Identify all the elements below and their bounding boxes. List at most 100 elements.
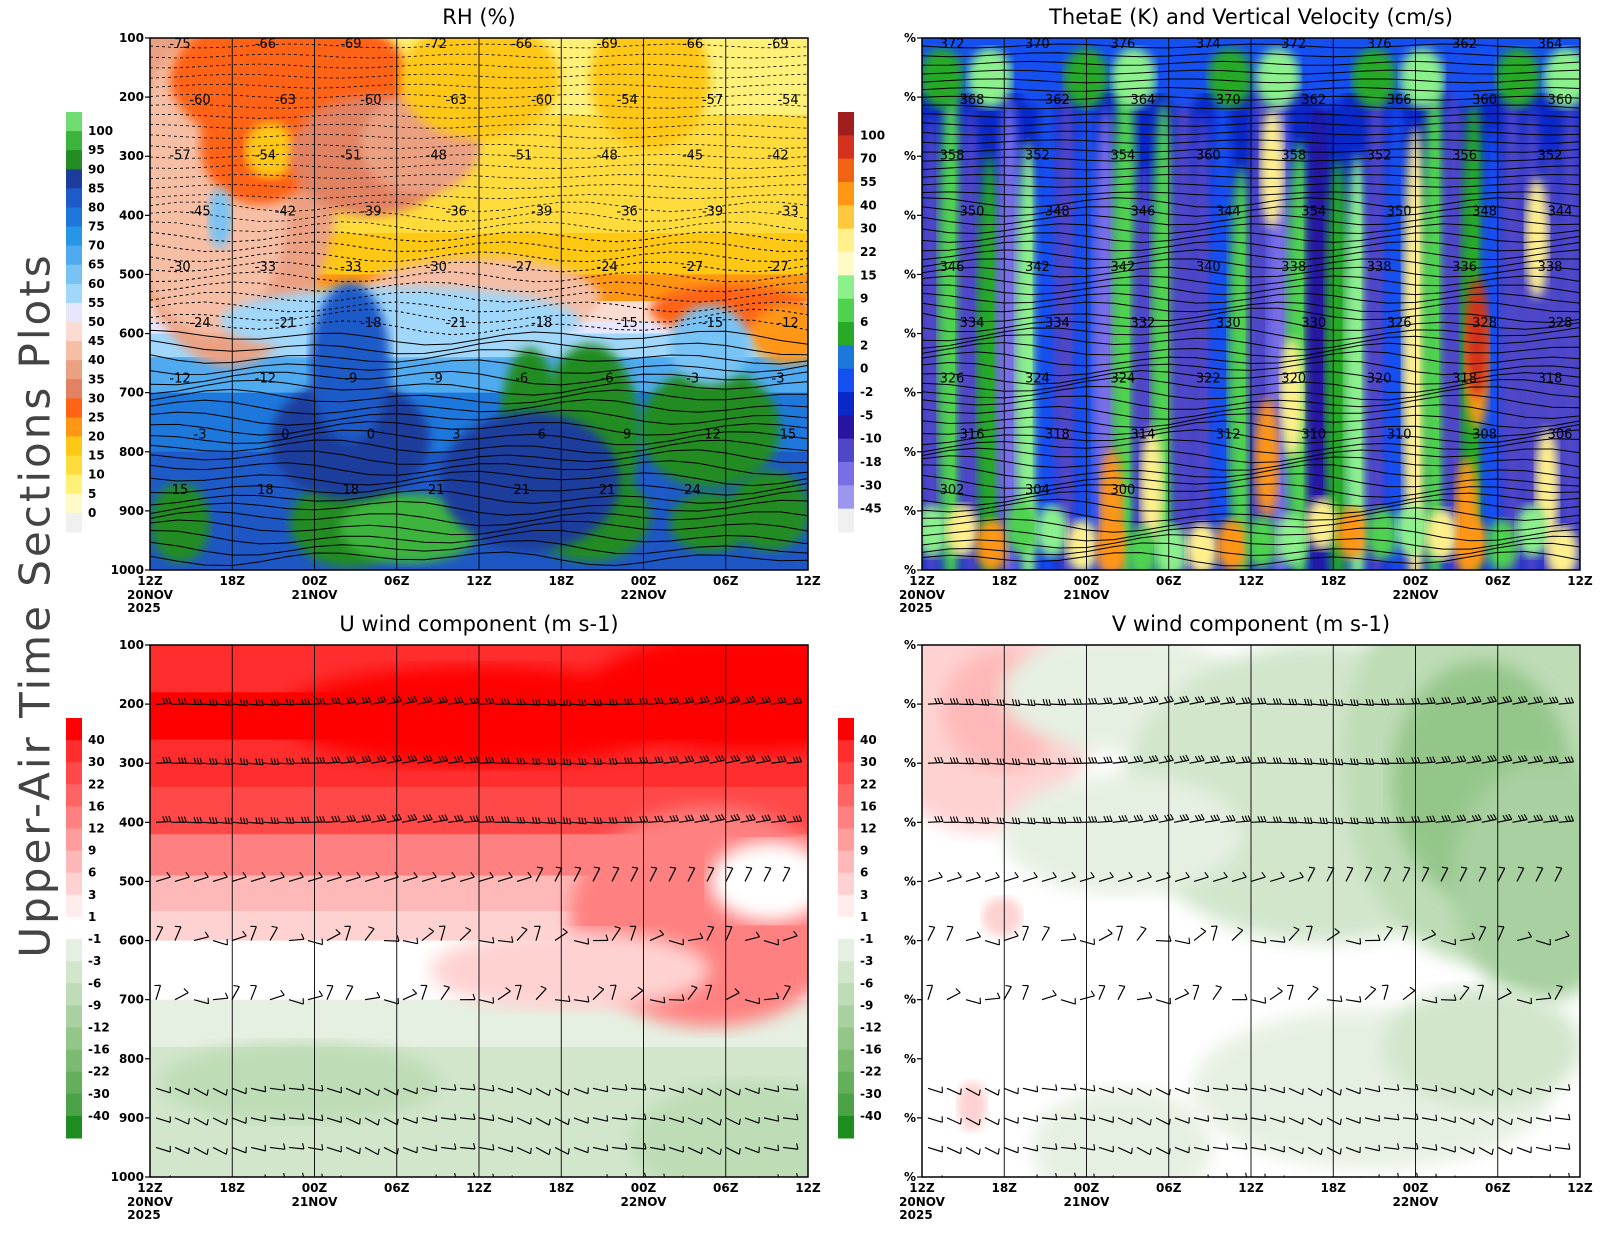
wind-barb-feather [1207, 1174, 1209, 1177]
wind-barb-feather [1397, 1172, 1400, 1177]
wind-barb [687, 1117, 702, 1125]
colorbar-level-label: 2 [860, 338, 868, 352]
wind-barb [1516, 867, 1525, 882]
wind-barb-feather [382, 755, 387, 761]
wind-barb [535, 988, 547, 1001]
wind-barb-feather [1322, 699, 1326, 706]
contour-line [150, 73, 808, 79]
wind-barb-feather [1520, 696, 1525, 703]
wind-barb-feather [684, 697, 689, 703]
wind-barb-feather [782, 696, 787, 703]
wind-barb [1402, 990, 1416, 1001]
wind-barb-feather [1491, 1089, 1494, 1096]
wind-barb-feather [1011, 758, 1015, 765]
wind-barb-feather [376, 991, 381, 998]
wind-barb-feather [1090, 990, 1095, 997]
wind-barb-feather [949, 698, 953, 705]
wind-barb-feather [1411, 698, 1415, 705]
contour-label: -48 [597, 149, 618, 164]
x-tick-label: 00Z [302, 574, 328, 588]
wind-barb-feather [1523, 754, 1528, 761]
wind-barb-feather [707, 866, 714, 869]
wind-barb [421, 930, 435, 942]
wind-barb-feather [1416, 1083, 1419, 1091]
wind-barb-feather [1353, 817, 1356, 824]
colorbar-level-label: -45 [860, 502, 882, 516]
wind-barb [212, 939, 228, 946]
wind-barb-feather [1244, 815, 1249, 822]
wind-barb-feather [996, 758, 1000, 765]
wind-barb-feather [660, 815, 664, 822]
wind-barb [1343, 821, 1359, 825]
wind-barb-feather [527, 871, 532, 878]
wind-barb [958, 762, 974, 765]
wind-barb-feather [999, 817, 1003, 824]
wind-barb [927, 1087, 943, 1094]
wind-barb-feather [611, 757, 615, 764]
colorbar-swatch [66, 1005, 82, 1028]
wind-barb [440, 1087, 456, 1091]
wind-barb [668, 939, 684, 946]
wind-barb-feather [1128, 871, 1133, 878]
wind-barb [1421, 933, 1436, 942]
wind-barb-feather [1045, 758, 1049, 765]
colorbar-swatch [66, 474, 82, 495]
wind-barb [345, 1117, 360, 1125]
contour-label: 326 [1387, 316, 1412, 331]
wind-barb [984, 997, 1000, 1001]
wind-barb-feather [777, 815, 781, 822]
field-shading [1255, 398, 1279, 518]
wind-barb-feather [270, 698, 274, 705]
wind-barb-feather [1074, 1083, 1077, 1091]
wind-barb-feather [1079, 757, 1082, 764]
wind-barb [263, 821, 279, 825]
wind-barb [231, 986, 240, 1000]
wind-barb [1003, 935, 1019, 942]
wind-barb-feather [227, 758, 231, 765]
wind-barb [1060, 999, 1076, 1005]
rh-colorbar: 1009590858075706560555045403530252015105… [66, 112, 113, 533]
wind-barb-feather [264, 1174, 266, 1177]
colorbar-level-label: 40 [88, 353, 105, 367]
wind-barb-feather [952, 757, 956, 764]
wind-barb-feather [456, 696, 461, 703]
wind-barb-feather [1179, 696, 1184, 703]
wind-barb-feather [1533, 815, 1538, 822]
wind-barb [516, 929, 528, 941]
wind-barb-feather [1462, 814, 1467, 821]
wind-barb-feather [687, 696, 692, 703]
colorbar-swatch [838, 368, 854, 393]
wind-barb-feather [1133, 815, 1138, 822]
wind-barb [421, 876, 437, 883]
wind-barb-feather [645, 697, 649, 704]
wind-barb-feather [1213, 755, 1218, 762]
wind-barb-feather [625, 1113, 628, 1120]
wind-barb-feather [239, 758, 243, 765]
y-tick-label: 100 [119, 31, 144, 45]
wind-barb-feather [681, 994, 685, 1001]
wind-barb [193, 1087, 208, 1097]
colorbar-level-label: -10 [860, 432, 882, 446]
wind-barb-feather [1471, 756, 1476, 762]
wind-barb-feather [960, 1118, 962, 1125]
wind-barb-feather [1184, 988, 1190, 994]
wind-barb-feather [1487, 755, 1492, 762]
wind-barb-feather [255, 699, 258, 706]
wind-barb [1060, 876, 1076, 883]
wind-barb [1421, 867, 1430, 882]
contour-label: -27 [767, 260, 788, 275]
wind-barb-feather [188, 1147, 190, 1154]
colorbar-swatch [838, 135, 854, 160]
wind-barb-feather [316, 698, 320, 705]
wind-barb [402, 1087, 418, 1095]
colorbar-swatch [66, 983, 82, 1006]
wind-barb-feather [1539, 814, 1544, 821]
wind-barb-feather [503, 698, 507, 705]
wind-barb-feather [1033, 699, 1036, 706]
wind-barb-feather [1030, 817, 1033, 824]
wind-barb-feather [1551, 696, 1556, 703]
contour-label: 6 [538, 427, 546, 442]
wind-barb-feather [1168, 935, 1172, 942]
wind-barb [586, 703, 602, 706]
wind-barb [786, 702, 802, 705]
